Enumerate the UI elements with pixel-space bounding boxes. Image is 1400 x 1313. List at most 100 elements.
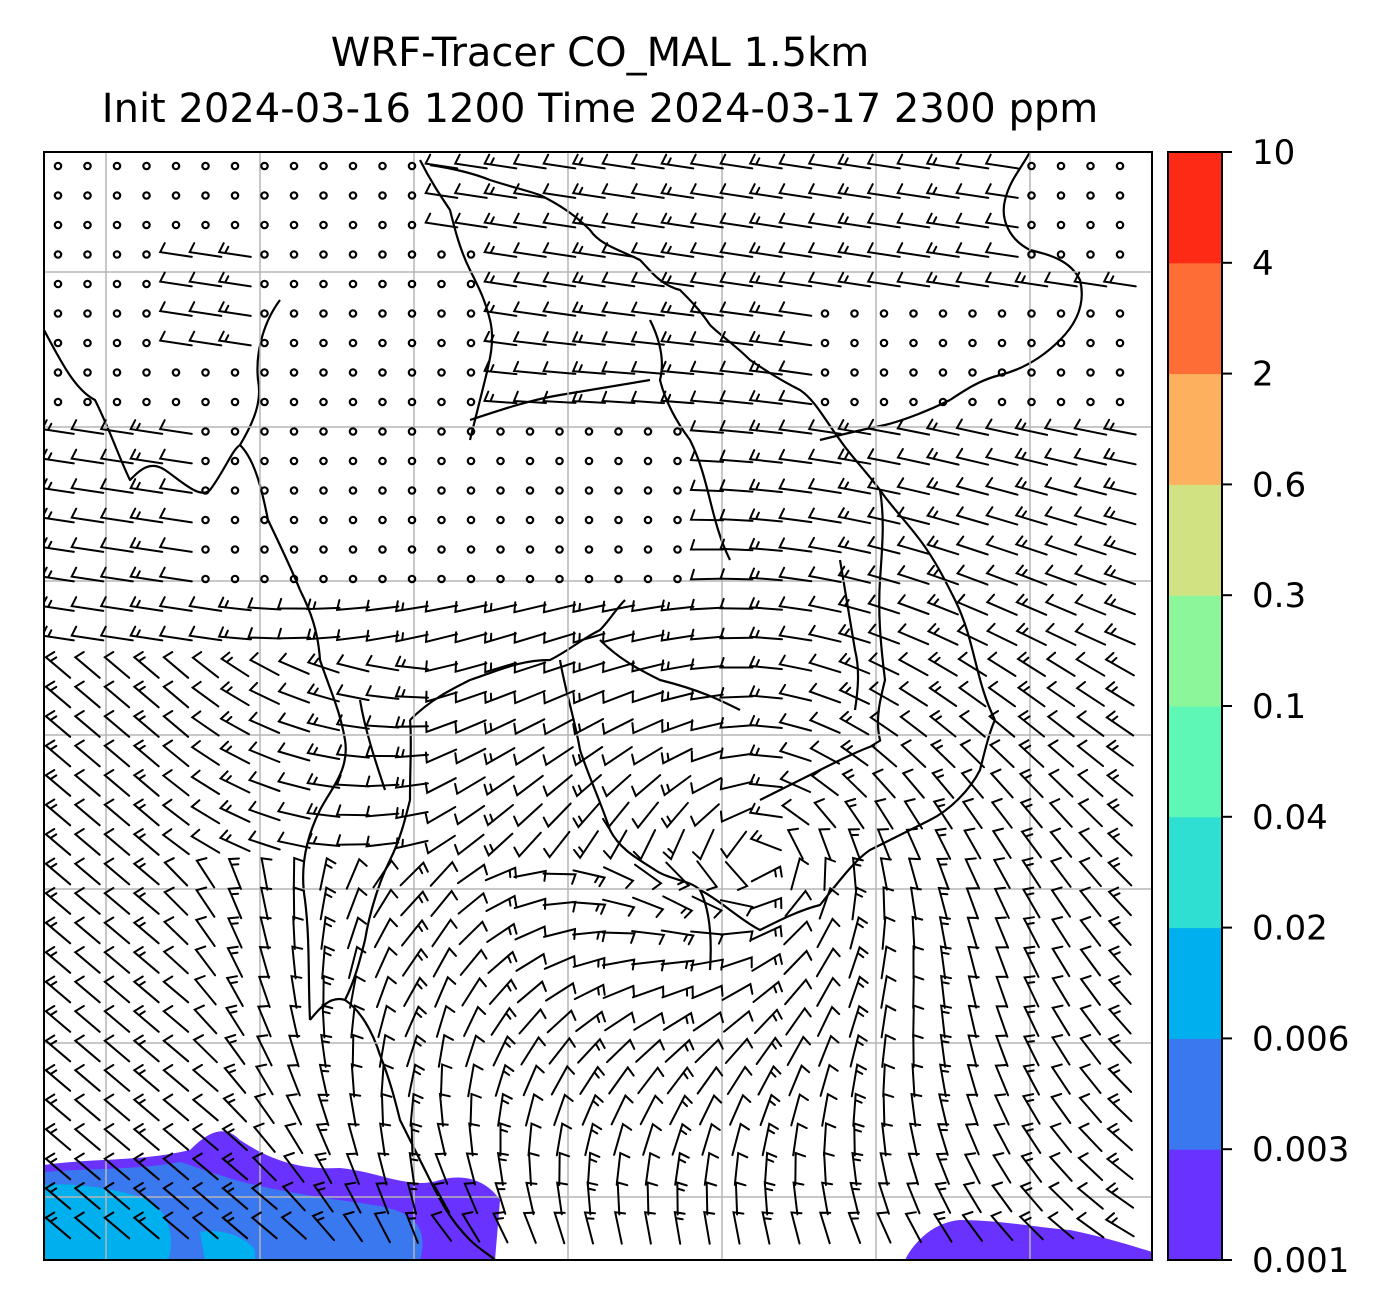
calm-wind-marker xyxy=(997,368,1007,377)
wind-barb xyxy=(542,242,577,258)
wind-barb xyxy=(424,748,458,764)
calm-wind-marker xyxy=(142,220,151,230)
wind-barb xyxy=(103,1211,131,1240)
wind-barb xyxy=(966,916,979,950)
calm-wind-marker xyxy=(260,515,269,525)
calm-wind-marker xyxy=(319,368,328,377)
calm-wind-marker xyxy=(289,456,299,466)
wind-barb xyxy=(217,596,252,612)
wind-barb xyxy=(602,984,635,999)
wind-barb xyxy=(191,651,220,679)
calm-wind-marker xyxy=(142,338,151,348)
wind-barb xyxy=(778,212,813,229)
calm-wind-marker xyxy=(201,486,210,495)
wind-barb xyxy=(1047,739,1075,768)
wind-barb xyxy=(809,740,841,765)
wind-barb xyxy=(931,768,955,799)
wind-barb xyxy=(1105,1152,1134,1180)
wind-barb xyxy=(601,718,634,736)
wind-barb xyxy=(660,212,695,229)
calm-wind-marker xyxy=(83,161,92,171)
calm-wind-marker xyxy=(112,309,122,318)
wind-barb xyxy=(703,1211,716,1245)
wind-barb xyxy=(227,887,243,920)
wind-barb xyxy=(660,242,695,258)
wind-barb xyxy=(542,390,577,404)
wind-barb xyxy=(44,1005,72,1033)
calm-wind-marker xyxy=(466,250,476,259)
wind-barb xyxy=(719,271,754,288)
wind-barb xyxy=(719,212,754,229)
wind-barb xyxy=(189,828,221,854)
wind-barb xyxy=(631,630,665,643)
wind-barb xyxy=(925,506,960,526)
calm-wind-marker xyxy=(407,515,417,525)
wind-barb xyxy=(690,749,724,763)
calm-wind-marker xyxy=(437,545,446,554)
wind-barb xyxy=(896,594,930,615)
wind-barb xyxy=(837,507,872,525)
wind-barb xyxy=(70,478,105,494)
wind-barb xyxy=(1074,593,1107,616)
wind-barb xyxy=(335,804,370,817)
wind-barb xyxy=(602,801,630,830)
wind-barb xyxy=(837,624,871,644)
wind-barb xyxy=(543,689,576,705)
wind-barb xyxy=(321,1004,334,1039)
wind-barb xyxy=(99,625,134,642)
calm-wind-marker xyxy=(348,456,358,466)
wind-barb xyxy=(1014,506,1048,526)
wind-barb xyxy=(843,798,865,830)
wind-barb xyxy=(985,506,1019,526)
calm-wind-marker xyxy=(348,250,358,259)
wind-barb xyxy=(306,653,340,674)
calm-wind-marker xyxy=(555,515,564,525)
calm-wind-marker xyxy=(1086,250,1095,259)
wind-barb xyxy=(643,1211,656,1245)
wind-barb xyxy=(671,1122,692,1156)
wind-barb xyxy=(335,629,370,642)
wind-barb xyxy=(936,1123,950,1156)
wind-barb xyxy=(351,1033,364,1068)
wind-barb xyxy=(1018,768,1044,799)
wind-barb xyxy=(219,711,250,736)
wind-barb xyxy=(873,798,894,830)
wind-barb xyxy=(483,153,518,170)
wind-barb xyxy=(527,1122,542,1157)
wind-barb xyxy=(483,775,515,797)
colorbar-tick-label: 0.3 xyxy=(1252,576,1306,616)
calm-wind-marker xyxy=(378,220,387,230)
wind-barb xyxy=(632,829,657,861)
wind-barb xyxy=(867,594,901,615)
wind-barb xyxy=(719,301,754,317)
calm-wind-marker xyxy=(260,309,269,318)
calm-wind-marker xyxy=(289,161,299,171)
calm-wind-marker xyxy=(319,427,328,436)
wind-barb xyxy=(465,1034,485,1068)
wind-barb xyxy=(778,389,813,406)
calm-wind-marker xyxy=(289,427,299,436)
wind-barb xyxy=(513,601,547,614)
wind-barb xyxy=(748,242,783,258)
wind-barb xyxy=(424,183,459,199)
wind-barb xyxy=(910,1092,923,1127)
calm-wind-marker xyxy=(555,456,564,466)
tracer-shading-level-3b xyxy=(200,1230,255,1260)
calm-wind-marker xyxy=(407,220,417,230)
wind-barb xyxy=(877,1182,891,1215)
wind-barb xyxy=(748,744,783,759)
wind-barb xyxy=(896,477,931,496)
wind-barb xyxy=(1103,506,1137,526)
calm-wind-marker xyxy=(319,486,328,495)
calm-wind-marker xyxy=(525,574,535,584)
wind-barb xyxy=(631,930,666,945)
wind-barb xyxy=(132,828,160,856)
wind-barb xyxy=(749,830,782,852)
wind-barb xyxy=(896,448,931,466)
wind-barb xyxy=(992,1122,1011,1155)
wind-barb xyxy=(512,153,547,170)
wind-barb xyxy=(162,1211,190,1240)
calm-wind-marker xyxy=(201,456,210,466)
wind-barb xyxy=(320,915,336,950)
wind-barb xyxy=(190,769,221,795)
